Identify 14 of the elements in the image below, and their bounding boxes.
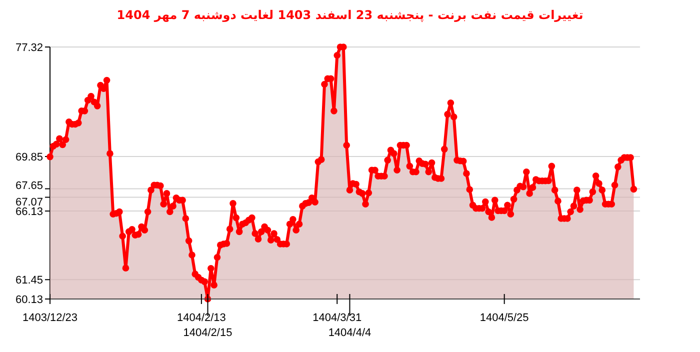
y-tick-label: 66.13 [15,206,43,218]
x-tick-label: 1404/2/15 [183,327,232,339]
y-tick-label: 77.32 [15,42,43,54]
x-tick-label: 1404/5/25 [480,312,529,324]
y-tick-label: 61.45 [15,274,43,287]
x-tick-label: 1404/4/4 [328,327,372,339]
y-tick-label: 67.65 [15,180,43,192]
x-tick-label: 1404/3/31 [312,312,362,324]
y-tick-label: 67.07 [15,196,43,208]
y-tick-label: 69.85 [15,152,43,164]
title: تغییرات قیمت نفت برنت - پنجشنبه 23 اسفند 1403 لغایت دوشنبه 7 مهر 1404 [116,8,584,22]
y-tick-label: 60.13 [15,294,43,306]
x-tick-label: 1404/2/13 [176,312,226,324]
x-tick-label: 1403/12/23 [22,312,78,324]
